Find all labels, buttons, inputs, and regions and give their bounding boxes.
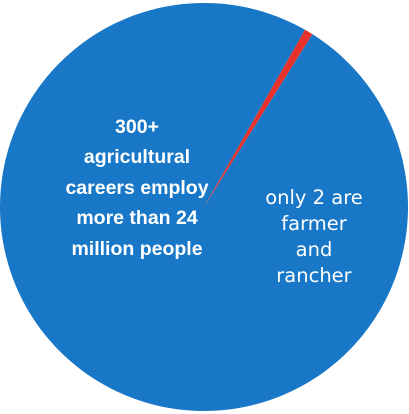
minority-label-line-2: farmer xyxy=(281,212,347,235)
majority-label-line-5: million people xyxy=(71,238,202,260)
minority-label: only 2 are farmer and rancher xyxy=(265,186,363,287)
majority-label: 300+ agricultural careers employ more th… xyxy=(65,116,208,260)
minority-label-line-1: only 2 are xyxy=(265,186,363,209)
slice-majority xyxy=(0,3,409,411)
minority-label-line-3: and xyxy=(296,238,333,261)
majority-label-line-3: careers employ xyxy=(65,177,208,199)
majority-label-line-2: agricultural xyxy=(84,146,190,168)
majority-label-line-1: 300+ xyxy=(115,116,159,138)
slice-minority xyxy=(204,29,313,208)
pie-slices xyxy=(0,3,409,411)
majority-label-line-4: more than 24 xyxy=(76,207,198,229)
minority-label-line-4: rancher xyxy=(276,264,352,287)
